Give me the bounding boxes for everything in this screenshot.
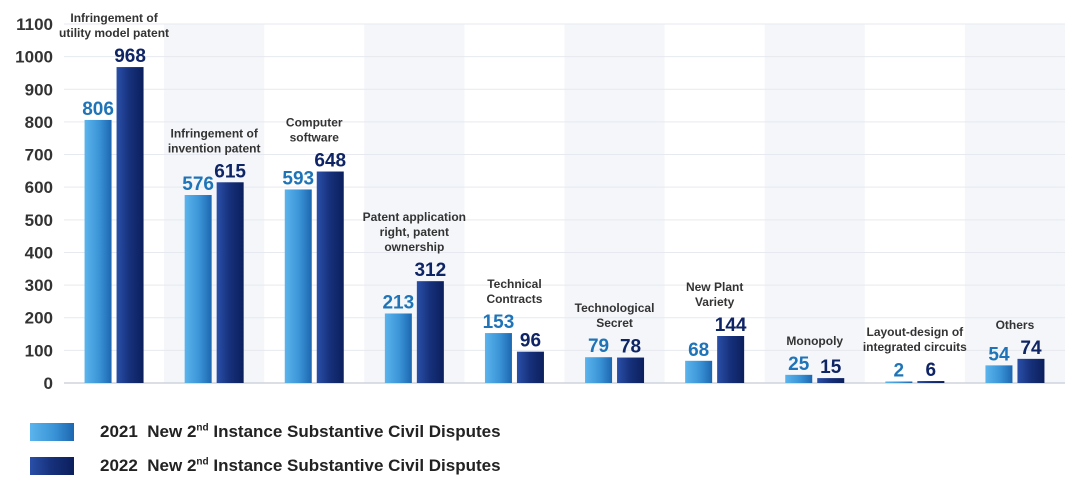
data-label-2022: 648 xyxy=(314,151,346,172)
data-label-2022: 6 xyxy=(926,360,937,381)
data-label-2021: 54 xyxy=(988,344,1010,365)
data-label-2022: 15 xyxy=(820,357,842,378)
category-label: New Plant Variety xyxy=(686,280,743,309)
column-band xyxy=(364,24,465,383)
data-label-2021: 68 xyxy=(688,340,709,361)
bar-2021 xyxy=(184,195,212,383)
data-label-2022: 96 xyxy=(520,331,541,352)
legend-label-2022: 2022 New 2nd Instance Substantive Civil … xyxy=(100,456,501,475)
column-band xyxy=(564,24,665,383)
y-tick-label: 400 xyxy=(25,243,53,262)
category-label: Infringement of utility model patent xyxy=(59,11,169,40)
bar-2021 xyxy=(484,333,512,383)
y-tick-label: 900 xyxy=(25,80,53,99)
bar-2021 xyxy=(585,357,613,383)
bar-2022 xyxy=(917,381,945,383)
bar-2022 xyxy=(617,357,645,383)
bar-2022 xyxy=(717,336,745,383)
bar-2022 xyxy=(817,378,845,383)
bar-chart: 0 100 200 300 400 500 600 700 800 900 1000 1100 806… xyxy=(15,11,1065,393)
data-label-2022: 615 xyxy=(214,161,246,182)
column-band xyxy=(164,24,265,383)
column-band xyxy=(764,24,865,383)
category-label: Infringement of invention patent xyxy=(168,126,261,155)
bar-2021 xyxy=(84,119,112,383)
y-tick-label: 600 xyxy=(25,178,53,197)
data-label-2021: 593 xyxy=(282,168,314,189)
legend-item-2021: 2021 New 2nd Instance Substantive Civil … xyxy=(30,421,501,443)
data-label-2022: 312 xyxy=(414,260,446,281)
y-axis: 0 100 200 300 400 500 600 700 800 900 1000 1100 xyxy=(15,15,53,393)
category-label: Technical Contracts xyxy=(486,277,542,306)
data-label-2021: 2 xyxy=(894,361,905,382)
category-label: Layout-design of integrated circuits xyxy=(863,325,967,354)
category-labels: Infringement of utility model patent Infri… xyxy=(59,11,1035,354)
category-label: Monopoly xyxy=(786,334,843,348)
category-label: Computer software xyxy=(286,116,343,145)
y-tick-label: 500 xyxy=(25,211,53,230)
data-label-2022: 144 xyxy=(715,315,747,336)
bar-2022 xyxy=(216,182,244,383)
data-label-2021: 153 xyxy=(483,312,515,333)
bar-2022 xyxy=(116,67,144,383)
y-tick-label: 1100 xyxy=(16,15,53,34)
category-label: Technological Secret xyxy=(575,301,655,330)
data-label-2021: 576 xyxy=(182,174,214,195)
y-tick-label: 200 xyxy=(25,309,53,328)
data-label-2022: 968 xyxy=(114,46,146,67)
category-label: Others xyxy=(996,318,1035,332)
bar-2022 xyxy=(416,281,444,383)
y-tick-label: 300 xyxy=(25,276,53,295)
bar-2021 xyxy=(885,381,913,383)
data-label-2021: 25 xyxy=(788,354,810,375)
bar-2021 xyxy=(685,360,713,383)
legend-swatch-2022 xyxy=(30,457,74,475)
legend-swatch-2021 xyxy=(30,423,74,441)
bar-2021 xyxy=(284,189,312,383)
bar-2021 xyxy=(384,313,412,383)
data-label-2021: 79 xyxy=(588,336,609,357)
column-band xyxy=(964,24,1065,383)
legend-label-2021: 2021 New 2nd Instance Substantive Civil … xyxy=(100,422,501,441)
y-tick-label: 0 xyxy=(44,374,53,393)
category-label: Patent application right, patent ownership xyxy=(363,210,466,254)
bar-2022 xyxy=(516,351,544,383)
data-label-2021: 806 xyxy=(82,99,114,120)
data-label-2022: 78 xyxy=(620,337,641,358)
bar-2021 xyxy=(785,374,813,383)
y-tick-label: 700 xyxy=(25,146,53,165)
bar-2022 xyxy=(316,171,344,383)
data-label-2022: 74 xyxy=(1020,338,1042,359)
data-label-2021: 213 xyxy=(382,292,414,313)
bar-2022 xyxy=(1017,358,1045,383)
legend-item-2022: 2022 New 2nd Instance Substantive Civil … xyxy=(30,455,501,477)
bar-2021 xyxy=(985,365,1013,383)
y-tick-label: 800 xyxy=(25,113,53,132)
bars xyxy=(84,67,1045,383)
y-tick-label: 1000 xyxy=(15,48,53,67)
y-tick-label: 100 xyxy=(25,341,53,360)
